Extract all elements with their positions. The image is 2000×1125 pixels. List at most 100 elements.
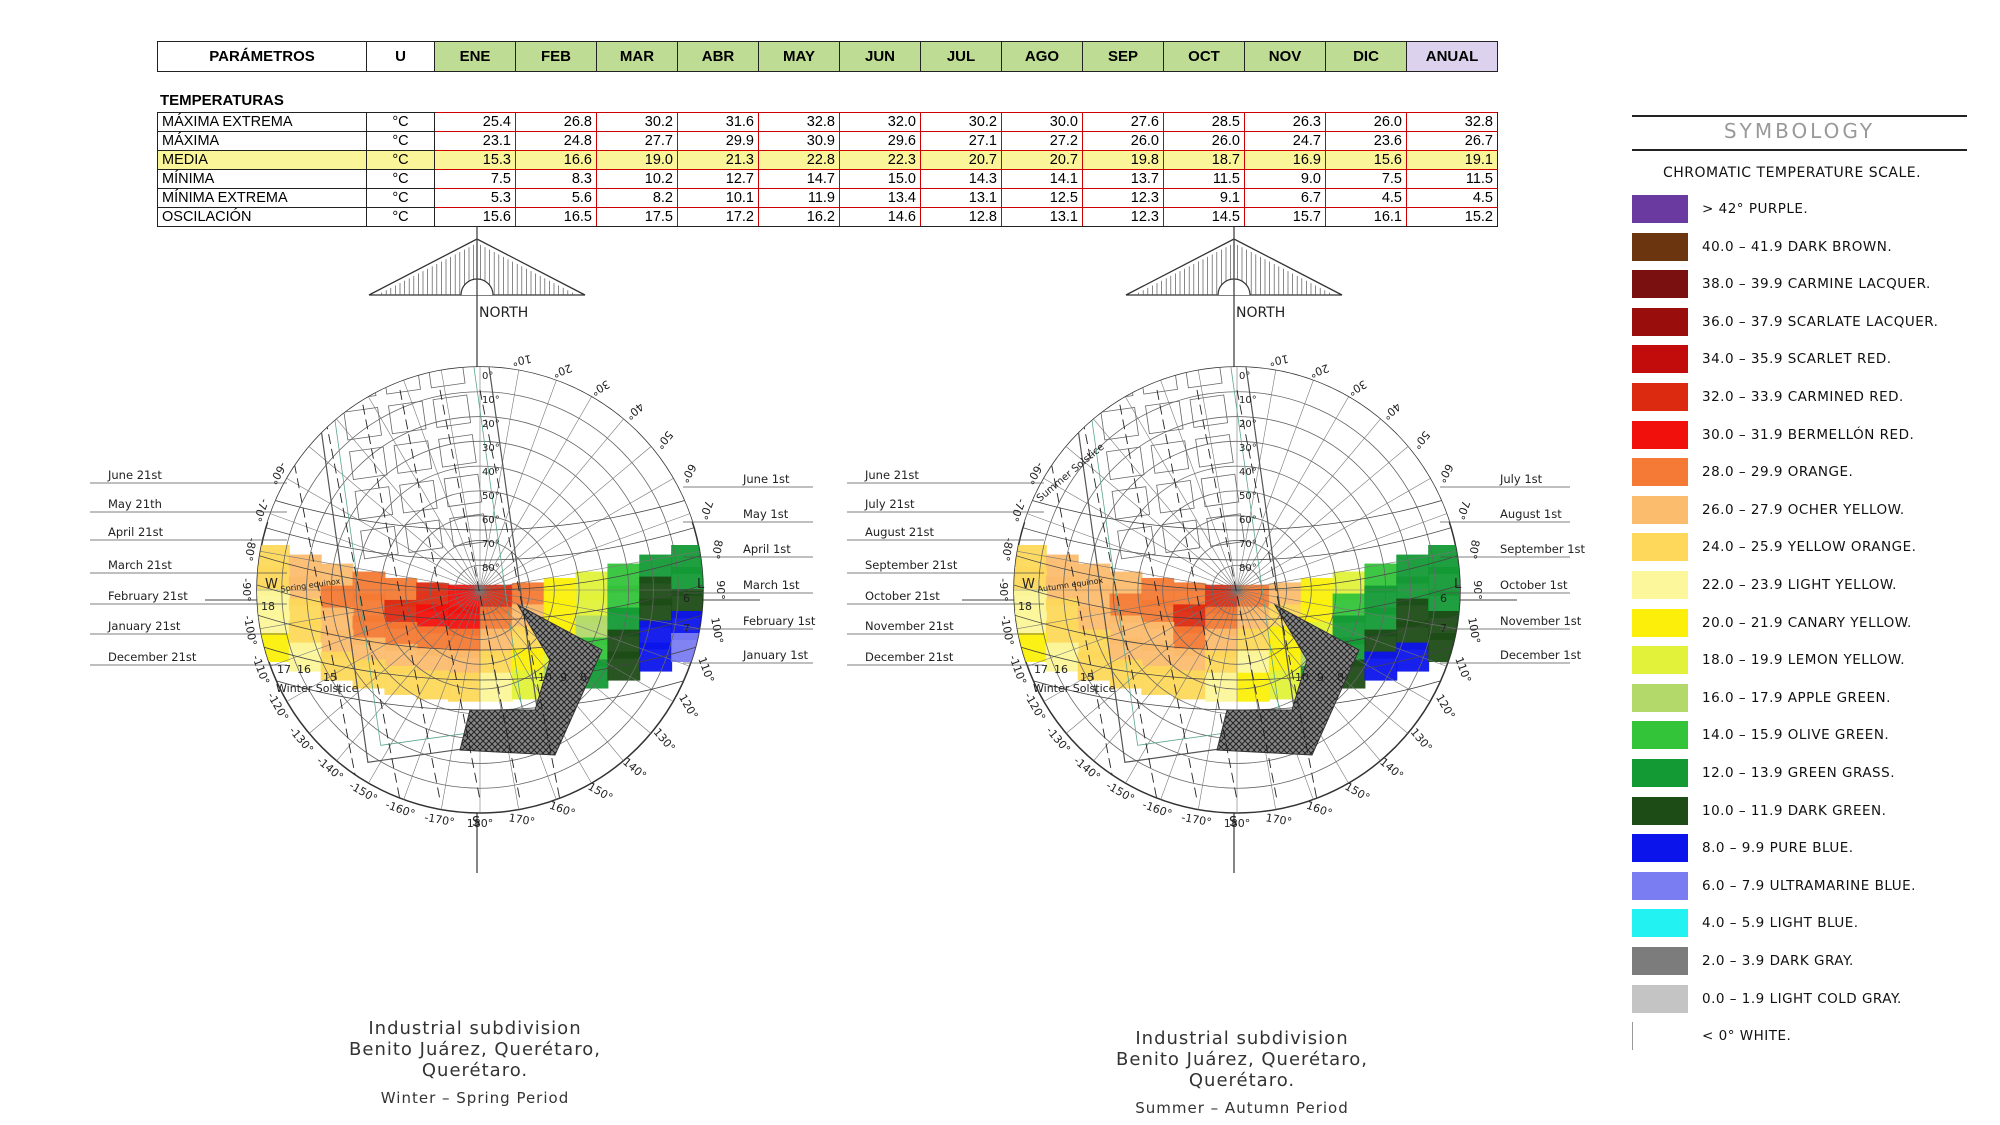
table-cell: 5.3 [434,188,516,208]
legend-label: 20.0 – 21.9 CANARY YELLOW. [1702,614,1912,631]
table-cell: 19.1 [1406,150,1498,170]
guide-line [1236,389,1318,801]
table-cell: 15.6 [1325,150,1407,170]
legend-bottom-rule [1632,149,1967,151]
table-row: MÍNIMA °C 7.5 8.3 10.2 12.7 14.7 15.0 14.3 14.1 13… [157,169,1498,189]
azimuth-label: 30° [1346,377,1369,398]
legend-label: 2.0 – 3.9 DARK GRAY. [1702,953,1854,969]
legend-label: 28.0 – 29.9 ORANGE. [1702,464,1854,481]
azimuth-line [1236,446,1409,591]
legend-item: > 42° PURPLE. [1632,195,1967,223]
room [1145,400,1184,435]
azimuth-line [403,589,481,800]
room [393,440,433,474]
hour-label: 18 [1018,600,1032,613]
table-cell: 18.7 [1163,150,1245,170]
table-row: MÍNIMA EXTREMA °C 5.3 5.6 8.2 10.1 11.9 13.4 13.… [157,188,1498,208]
legend-swatch [1632,1022,1689,1051]
legend-swatch [1632,834,1688,863]
azimuth-line [1236,589,1314,800]
table-cell: 23.6 [1325,131,1407,151]
azimuth-line [479,513,690,591]
legend-label: 12.0 – 13.9 GREEN GRASS. [1702,765,1895,781]
temperature-band [257,545,703,702]
altitude-label: 80° [482,563,500,574]
table-cell: 19.8 [1082,150,1164,170]
symbology-legend: SYMBOLOGY CHROMATIC TEMPERATURE SCALE. >… [1632,115,1967,1055]
diagram-content [1014,367,1460,813]
table-cell: 12.8 [920,207,1002,227]
legend-label: 18.0 – 19.9 LEMON YELLOW. [1702,652,1906,669]
table-row: MEDIA °C 15.3 16.6 19.0 21.3 22.8 22.3 20.7 20.7 1… [157,150,1498,170]
azimuth-line [1236,478,1431,591]
altitude-label: 70° [1239,539,1257,550]
table-header-cell: ANUAL [1406,41,1498,72]
legend-label: 26.0 – 27.9 OCHER YELLOW. [1702,501,1905,518]
hour-label: 6 [683,592,690,605]
hour-label: 18 [261,600,275,613]
date-label-right: January 1st [742,648,809,662]
azimuth-line [286,589,481,702]
guide-line [439,389,521,801]
hour-label: 6 [1440,592,1447,605]
hour-label: 10 [1295,671,1309,684]
legend-swatch [1632,721,1688,750]
caption-line-3: Querétaro. [1188,1070,1296,1091]
room [360,525,399,560]
date-arc [257,644,703,681]
legend-top-rule [1632,115,1967,117]
table-header-cell: MAR [596,41,678,72]
table-cell: 14.5 [1163,207,1245,227]
table-header-cell: AGO [1001,41,1083,72]
azimuth-line [336,418,481,591]
altitude-label: 10° [1239,395,1257,406]
table-cell: 16.6 [515,150,597,170]
azimuth-label: -100° [241,614,259,646]
legend-swatch [1632,571,1688,599]
azimuth-line [479,589,592,784]
period-label: Summer – Autumn Period [1135,1099,1349,1117]
south-label: S [1229,815,1237,830]
altitude-label: 40° [1239,467,1257,478]
date-label-left: January 21st [107,619,181,633]
azimuth-label: -90° [997,578,1010,601]
legend-item: 20.0 – 21.9 CANARY YELLOW. [1632,608,1967,637]
table-cell: 19.0 [596,150,678,170]
date-label-right: June 1st [742,472,790,486]
legend-swatch [1632,458,1688,487]
table-header-cell: PARÁMETROS [157,41,367,72]
azimuth-label: 100° [708,616,725,644]
date-label-left: September 21st [865,558,958,572]
north-label: NORTH [479,305,528,321]
azimuth-line [479,589,700,630]
azimuth-line [1236,589,1349,784]
temperature-cell [384,665,418,695]
azimuth-line [479,418,624,591]
date-label-right: November 1st [1500,614,1582,628]
table-cell: 17.2 [677,207,759,227]
table-header-cell: FEB [515,41,597,72]
table-cell: 20.7 [1001,150,1083,170]
azimuth-line [1197,370,1238,591]
legend-swatch [1632,345,1688,374]
winter-solstice-label: Winter Solstice [276,682,359,695]
legend-swatch [1632,683,1688,712]
guide-line [1076,389,1158,801]
date-arc [1014,524,1460,561]
azimuth-line [1160,589,1238,800]
shading-block [1216,603,1360,756]
azimuth-label: 50° [653,428,675,451]
azimuth-line [440,370,481,591]
azimuth-label: 20° [1308,361,1331,380]
date-label-right: March 1st [743,578,800,592]
caption-line-2: Benito Juárez, Querétaro, [1116,1049,1368,1070]
altitude-label: 70° [482,539,500,550]
row-label: OSCILACIÓN [157,207,367,227]
table-row: OSCILACIÓN °C 15.6 16.5 17.5 17.2 16.2 14.6 12.8… [157,207,1498,227]
azimuth-line [1043,478,1238,591]
azimuth-label: 20° [551,361,574,380]
azimuth-label: 120° [1433,692,1458,721]
